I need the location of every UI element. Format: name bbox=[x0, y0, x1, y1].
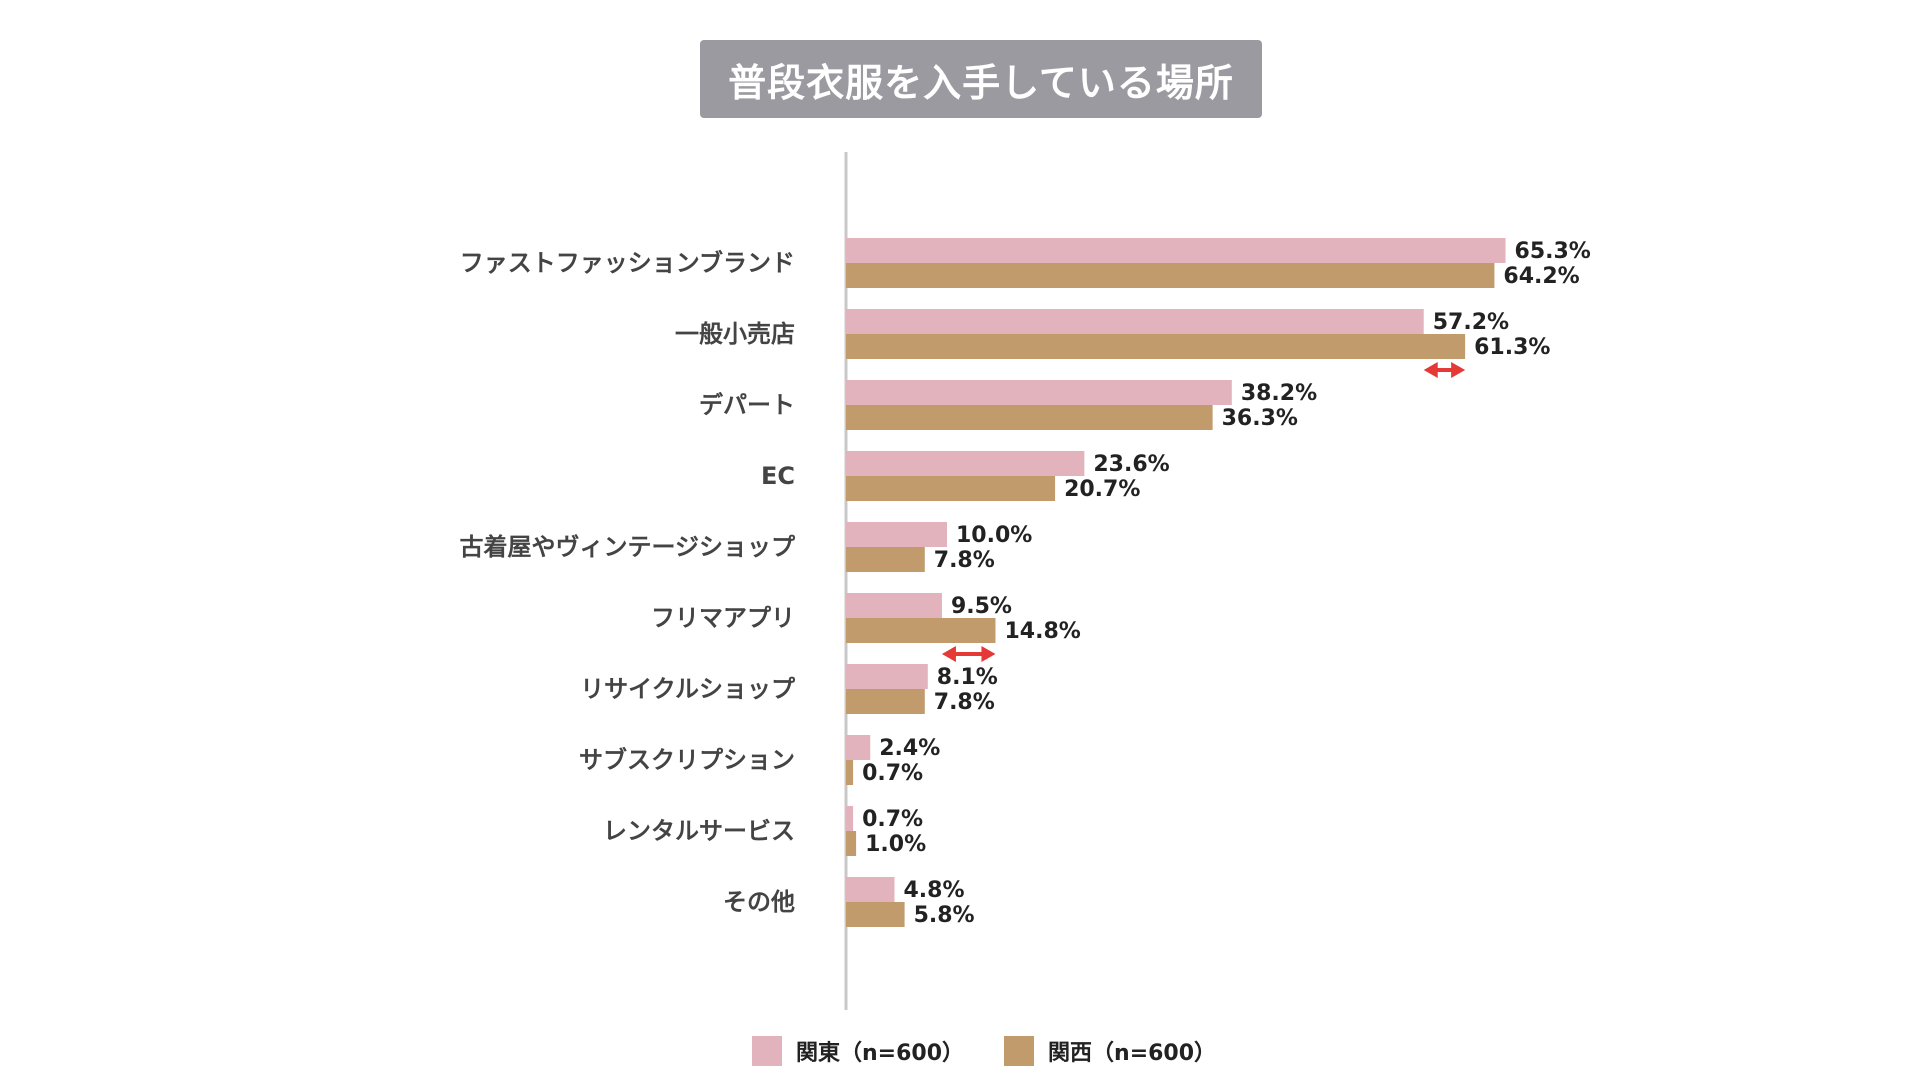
data-label-kansai: 5.8% bbox=[914, 903, 975, 928]
arrow-head-right bbox=[981, 646, 996, 662]
legend-item-kansai: 関西（n=600） bbox=[1004, 1035, 1216, 1067]
legend-label-kansai: 関西（n=600） bbox=[1048, 1041, 1217, 1066]
legend-swatch-kansai bbox=[1004, 1036, 1035, 1066]
bar-kanto bbox=[846, 735, 871, 760]
data-label-kansai: 20.7% bbox=[1064, 477, 1140, 502]
data-label-kanto: 8.1% bbox=[937, 665, 998, 690]
bar-kanto bbox=[846, 309, 1424, 334]
bar-kansai bbox=[846, 334, 1466, 359]
category-label: 一般小売店 bbox=[675, 320, 795, 348]
category-label: その他 bbox=[723, 888, 795, 916]
bar-kansai bbox=[846, 618, 996, 643]
bar-kansai bbox=[846, 831, 857, 856]
bar-kansai bbox=[846, 547, 925, 572]
bar-kanto bbox=[846, 664, 928, 689]
arrow-head-left bbox=[941, 646, 956, 662]
category-label: リサイクルショップ bbox=[580, 675, 796, 703]
arrow-head-left bbox=[1423, 362, 1438, 378]
bar-kanto bbox=[846, 380, 1232, 405]
category-label: ファストファッションブランド bbox=[460, 249, 795, 277]
data-label-kanto: 65.3% bbox=[1515, 239, 1591, 264]
legend-label-kanto: 関東（n=600） bbox=[796, 1041, 965, 1066]
legend: 関東（n=600） 関西（n=600） bbox=[752, 1035, 1216, 1067]
data-label-kansai: 7.8% bbox=[934, 548, 995, 573]
legend-swatch-kanto bbox=[752, 1036, 782, 1066]
data-label-kansai: 1.0% bbox=[865, 832, 926, 857]
data-label-kansai: 14.8% bbox=[1004, 619, 1080, 644]
chart-title: 普段衣服を入手している場所 bbox=[700, 40, 1262, 118]
bar-kansai bbox=[846, 689, 925, 714]
bar-kansai bbox=[846, 902, 905, 927]
bar-kanto bbox=[846, 238, 1506, 263]
data-label-kansai: 64.2% bbox=[1503, 264, 1579, 289]
bar-kansai bbox=[846, 405, 1213, 430]
category-label: フリマアプリ bbox=[651, 604, 795, 632]
difference-arrow bbox=[941, 646, 996, 662]
category-label: EC bbox=[761, 462, 795, 490]
bar-kansai bbox=[846, 760, 854, 785]
data-label-kanto: 57.2% bbox=[1433, 310, 1509, 335]
bar-kanto bbox=[846, 877, 895, 902]
bar-kansai bbox=[846, 263, 1495, 288]
data-label-kansai: 7.8% bbox=[934, 690, 995, 715]
data-label-kanto: 23.6% bbox=[1093, 452, 1169, 477]
bar-kanto bbox=[846, 522, 947, 547]
data-label-kanto: 9.5% bbox=[951, 594, 1012, 619]
bar-kanto bbox=[846, 806, 854, 831]
category-label: デパート bbox=[699, 391, 795, 419]
data-label-kansai: 0.7% bbox=[862, 761, 923, 786]
bar-kansai bbox=[846, 476, 1056, 501]
data-label-kansai: 61.3% bbox=[1474, 335, 1550, 360]
data-label-kansai: 36.3% bbox=[1222, 406, 1298, 431]
bar-kanto bbox=[846, 593, 942, 618]
legend-item-kanto: 関東（n=600） bbox=[752, 1035, 964, 1067]
difference-arrow bbox=[1423, 362, 1466, 378]
data-label-kanto: 38.2% bbox=[1241, 381, 1317, 406]
data-label-kanto: 0.7% bbox=[862, 807, 923, 832]
arrow-head-right bbox=[1451, 362, 1466, 378]
data-label-kanto: 10.0% bbox=[956, 523, 1032, 548]
category-label: サブスクリプション bbox=[579, 746, 795, 774]
category-label: レンタルサービス bbox=[603, 817, 795, 845]
category-label: 古着屋やヴィンテージショップ bbox=[459, 533, 796, 561]
data-label-kanto: 2.4% bbox=[879, 736, 940, 761]
data-label-kanto: 4.8% bbox=[903, 878, 964, 903]
bar-kanto bbox=[846, 451, 1085, 476]
